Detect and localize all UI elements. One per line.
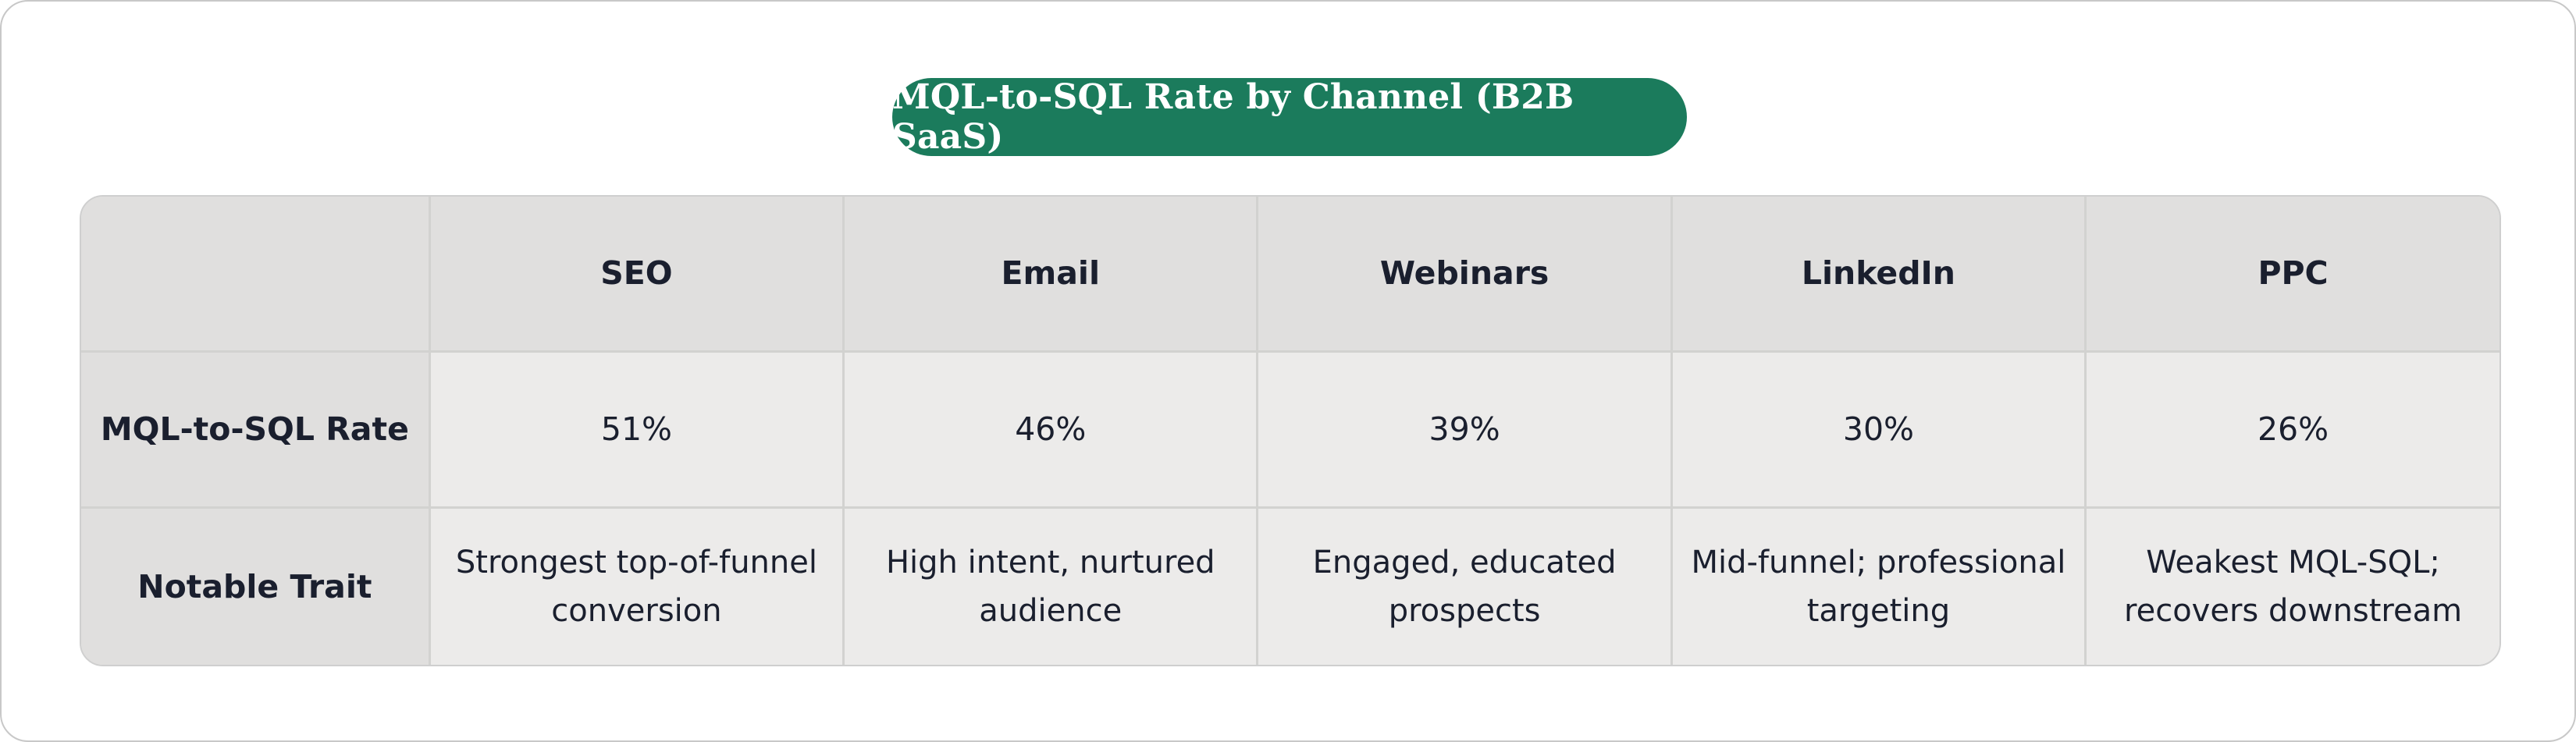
- header-row: SEO Email Webinars LinkedIn PPC: [81, 197, 2500, 353]
- corner-cell: [81, 197, 431, 353]
- cell-trait-seo: Strongest top-of-funnel conversion: [429, 507, 845, 665]
- chart-title: MQL-to-SQL Rate by Channel (B2B SaaS): [892, 77, 1687, 157]
- table-row-trait: Notable Trait Strongest top-of-funnel co…: [81, 507, 2500, 665]
- cell-rate-email: 46%: [843, 351, 1259, 509]
- column-header-seo: SEO: [429, 197, 845, 353]
- table-row-rate: MQL-to-SQL Rate 51% 46% 39% 30% 26%: [81, 351, 2500, 509]
- cell-trait-email: High intent, nurtured audience: [843, 507, 1259, 665]
- cell-rate-webinars: 39%: [1257, 351, 1673, 509]
- cell-rate-ppc: 26%: [2085, 351, 2500, 509]
- cell-trait-linkedin: Mid-funnel; professional targeting: [1671, 507, 2087, 665]
- column-header-linkedin: LinkedIn: [1671, 197, 2087, 353]
- cell-rate-linkedin: 30%: [1671, 351, 2087, 509]
- row-header-rate: MQL-to-SQL Rate: [81, 351, 431, 509]
- cell-rate-seo: 51%: [429, 351, 845, 509]
- cell-trait-webinars: Engaged, educated prospects: [1257, 507, 1673, 665]
- column-header-email: Email: [843, 197, 1259, 353]
- data-table: SEO Email Webinars LinkedIn PPC MQL-to-S…: [80, 195, 2501, 666]
- cell-trait-ppc: Weakest MQL-SQL; recovers downstream: [2085, 507, 2500, 665]
- row-header-trait: Notable Trait: [81, 507, 431, 665]
- column-header-webinars: Webinars: [1257, 197, 1673, 353]
- column-header-ppc: PPC: [2085, 197, 2500, 353]
